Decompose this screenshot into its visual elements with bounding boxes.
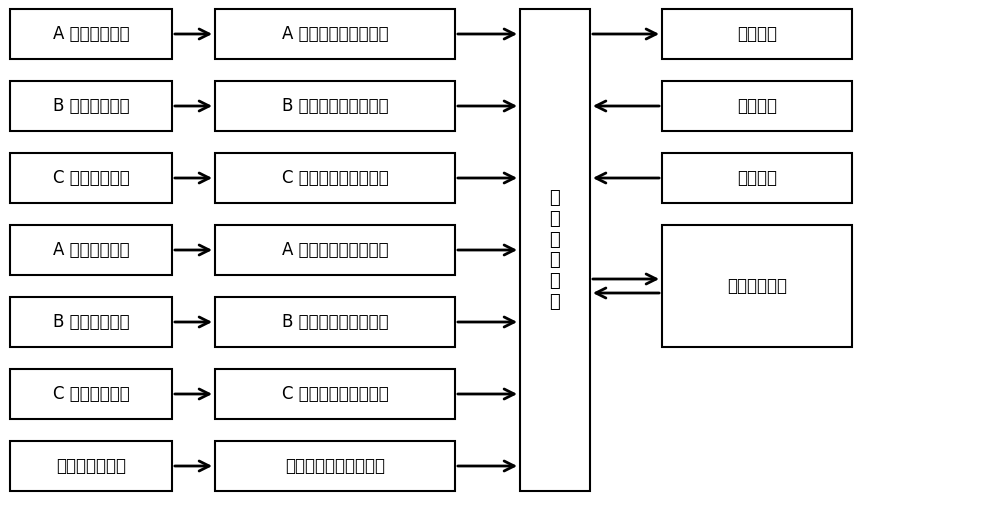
Bar bbox=[10, 225, 172, 275]
Text: A 相电流信号调理电路: A 相电流信号调理电路 bbox=[282, 241, 388, 259]
Bar bbox=[10, 441, 172, 491]
Bar bbox=[662, 225, 852, 347]
Text: A 相温度传感器: A 相温度传感器 bbox=[53, 25, 129, 43]
Bar bbox=[215, 153, 455, 203]
Text: 微
处
理
器
电
路: 微 处 理 器 电 路 bbox=[550, 189, 560, 311]
Text: 柜内温度传感器: 柜内温度传感器 bbox=[56, 457, 126, 475]
Bar bbox=[10, 9, 172, 59]
Bar bbox=[215, 369, 455, 419]
Text: C 相电流传感器: C 相电流传感器 bbox=[53, 385, 129, 403]
Bar bbox=[215, 9, 455, 59]
Text: A 相温度信号调理电路: A 相温度信号调理电路 bbox=[282, 25, 388, 43]
Bar bbox=[215, 225, 455, 275]
Bar bbox=[10, 81, 172, 131]
Text: C 相温度传感器: C 相温度传感器 bbox=[53, 169, 129, 187]
Text: 键盘电路: 键盘电路 bbox=[737, 97, 777, 115]
Bar bbox=[215, 81, 455, 131]
Bar bbox=[10, 153, 172, 203]
Bar bbox=[662, 81, 852, 131]
Text: 电源电路: 电源电路 bbox=[737, 169, 777, 187]
Text: 显示电路: 显示电路 bbox=[737, 25, 777, 43]
Text: B 相电流信号调理电路: B 相电流信号调理电路 bbox=[282, 313, 388, 331]
Bar bbox=[662, 9, 852, 59]
Text: C 相电流信号调理电路: C 相电流信号调理电路 bbox=[282, 385, 388, 403]
Text: B 相温度信号调理电路: B 相温度信号调理电路 bbox=[282, 97, 388, 115]
Bar bbox=[215, 297, 455, 347]
Text: 柜内温度信号调理电路: 柜内温度信号调理电路 bbox=[285, 457, 385, 475]
Text: C 相温度信号调理电路: C 相温度信号调理电路 bbox=[282, 169, 388, 187]
Text: B 相温度传感器: B 相温度传感器 bbox=[53, 97, 129, 115]
Text: B 相电流传感器: B 相电流传感器 bbox=[53, 313, 129, 331]
Bar bbox=[520, 9, 590, 491]
Bar bbox=[10, 369, 172, 419]
Bar bbox=[10, 297, 172, 347]
Text: A 相电流传感器: A 相电流传感器 bbox=[53, 241, 129, 259]
Bar bbox=[662, 153, 852, 203]
Bar bbox=[215, 441, 455, 491]
Text: 通信接口电路: 通信接口电路 bbox=[727, 277, 787, 295]
